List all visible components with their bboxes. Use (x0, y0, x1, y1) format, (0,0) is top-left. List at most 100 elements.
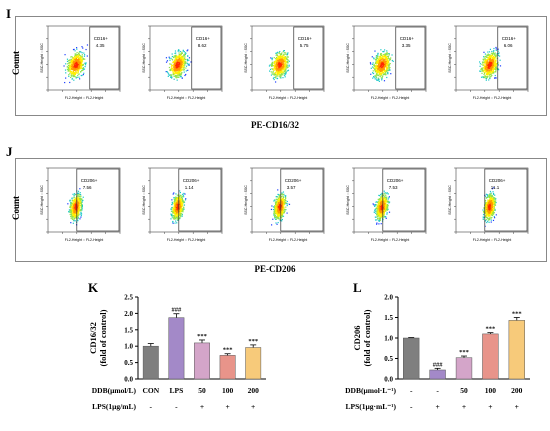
fcs-y-axis-label: SSC-Height :: SSC (142, 43, 146, 73)
gate-label: CD16+ (196, 36, 211, 41)
panel-i-frame (15, 16, 547, 116)
fcs-x-axis-label: FL2-Height :: FL2-Height (167, 238, 206, 242)
panel-letter-k: K (88, 280, 99, 295)
gate (76, 168, 120, 232)
gate (484, 168, 528, 232)
bar-2 (168, 317, 185, 380)
fcs-x-axis-label: FL2-Height :: FL2-Height (65, 238, 104, 242)
panel-i-count-label: Count (11, 51, 21, 76)
fcs-x-axis-label: FL2-Height :: FL2-Height (65, 96, 104, 100)
plot-area (251, 167, 325, 233)
event-cloud (63, 44, 89, 84)
table-row1-value: 200 (511, 386, 523, 395)
event-cloud (369, 49, 394, 82)
fcs-y-axis-label: SSC-Height :: SSC (244, 185, 248, 215)
table-row2-value: - (175, 402, 178, 411)
bar-3 (194, 342, 210, 380)
panel-letter-l: L (353, 280, 362, 295)
fcs-x-axis-label: FL2-Height :: FL2-Height (371, 96, 410, 100)
gate (178, 168, 222, 232)
gate-label: CD206+ (489, 178, 506, 183)
panel-i-x-title: PE-CD16/32 (251, 120, 299, 130)
event-cloud (268, 50, 290, 83)
table-row2-value: - (150, 402, 153, 411)
bar-5 (508, 320, 525, 380)
fcs-y-axis-label: SSC-Height :: SSC (40, 43, 44, 73)
gate-label: CD206+ (183, 178, 200, 183)
gate-label: CD16+ (94, 36, 109, 41)
table-row2-value: + (200, 402, 204, 411)
significance-mark: *** (248, 338, 258, 345)
table-row1-value: CON (142, 386, 159, 395)
bar-5 (245, 347, 262, 380)
table-row2-value: + (488, 402, 492, 411)
gate-value: 7.53 (389, 185, 398, 190)
fcs-x-axis-label: FL2-Height :: FL2-Height (473, 238, 512, 242)
chart-k: CD16/32 (fold of control) 0.0 0.5 1.0 1.5 2.0 2… (88, 294, 266, 411)
table-row2-value: + (225, 402, 229, 411)
gate-value: 5.75 (300, 43, 309, 48)
y-tick-label: 0.5 (124, 359, 133, 367)
y-tick-label: 0.0 (384, 376, 393, 384)
bar-2 (429, 369, 446, 380)
y-axis-title: CD206 (352, 325, 362, 350)
y-tick-label: 2.0 (124, 310, 133, 318)
y-tick-label: 1.5 (124, 326, 133, 334)
fcs-x-axis-label: FL2-Height :: FL2-Height (167, 96, 206, 100)
plot-area (251, 25, 325, 91)
plot-area (47, 167, 121, 233)
table-row1-value: - (410, 386, 413, 395)
y-axis-title: CD16/32 (88, 322, 98, 354)
bar-3 (455, 357, 473, 380)
plot-area (353, 25, 427, 91)
fcs-y-axis-label: SSC-Height :: SSC (346, 43, 350, 73)
gate-label: CD206+ (387, 178, 404, 183)
panel-letter-i: I (6, 6, 12, 21)
fcs-x-axis-label: FL2-Height :: FL2-Height (269, 238, 308, 242)
table-row1-value: - (436, 386, 439, 395)
significance-mark: ### (172, 307, 183, 314)
gate-value: 11.1 (491, 185, 500, 190)
table-row1-label: DDB(μmol/L) (92, 386, 137, 395)
gate (280, 168, 324, 232)
bar-4 (482, 333, 499, 380)
gate-value: 4.35 (96, 43, 105, 48)
gate-value: 1.14 (185, 185, 194, 190)
fcs-y-axis-label: SSC-Height :: SSC (142, 185, 146, 215)
fcs-x-axis-label: FL2-Height :: FL2-Height (371, 238, 410, 242)
gate-label: CD16+ (502, 36, 517, 41)
fcs-y-axis-label: SSC-Height :: SSC (346, 185, 350, 215)
table-row2-value: + (435, 402, 439, 411)
gate-label: CD206+ (81, 178, 98, 183)
event-cloud (165, 49, 192, 81)
panel-j-count-label: Count (11, 196, 21, 221)
bar-1 (403, 337, 420, 380)
plot-area (353, 167, 427, 233)
table-row2-label: LPS(1μg·mL⁻¹) (346, 402, 397, 411)
fcs-y-axis-label: SSC-Height :: SSC (448, 185, 452, 215)
gate (497, 26, 528, 90)
event-cloud (170, 190, 187, 224)
table-row2-value: - (410, 402, 413, 411)
gate (191, 26, 222, 90)
fcs-x-axis-label: FL2-Height :: FL2-Height (473, 96, 512, 100)
panel-j-x-title: PE-CD206 (254, 264, 296, 274)
bar-1 (142, 345, 159, 380)
event-cloud (482, 187, 497, 227)
fcs-y-axis-label: SSC-Height :: SSC (448, 43, 452, 73)
table-row1-label: DDB(μmol·L⁻¹) (345, 386, 396, 395)
table-row2-label: LPS(1μg/mL) (92, 402, 136, 411)
y-tick-label: 1.5 (384, 314, 393, 322)
y-axis-title: (fold of control) (362, 309, 372, 366)
gate-label: CD16+ (400, 36, 415, 41)
gate-value: 6.06 (504, 43, 513, 48)
gate (382, 168, 426, 232)
